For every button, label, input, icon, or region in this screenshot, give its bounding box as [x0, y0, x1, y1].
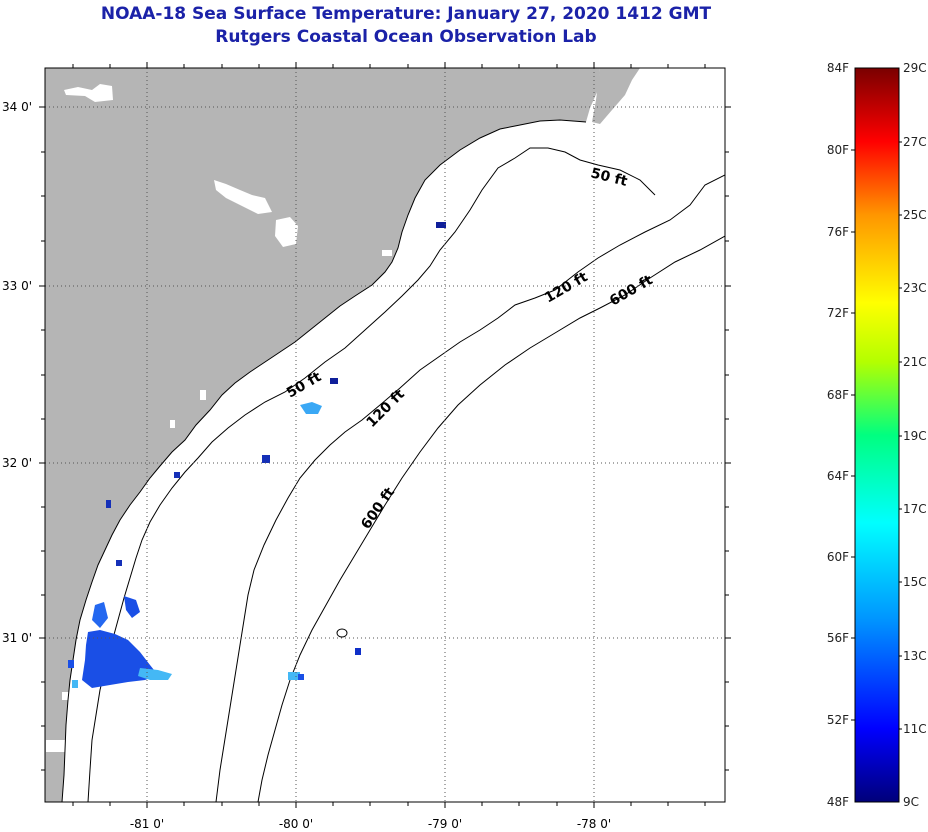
contour-120ft — [215, 174, 725, 802]
c-label-11: 11C — [903, 722, 927, 736]
f-label-64: 64F — [827, 469, 849, 483]
colorbar-ticks — [851, 141, 902, 730]
c-label-19: 19C — [903, 429, 927, 443]
c-label-21: 21C — [903, 355, 927, 369]
colorbar-c-labels: 29C 27C 25C 23C 21C 19C 17C 15C 13C 11C … — [903, 61, 927, 809]
c-label-29: 29C — [903, 61, 927, 75]
map-frame — [44, 67, 726, 803]
lon-label-78: -78 0' — [577, 817, 611, 831]
land-speckles — [46, 84, 416, 752]
gridlines — [45, 68, 725, 802]
lat-label-32: 32 0' — [2, 456, 32, 470]
c-label-9: 9C — [903, 795, 919, 809]
f-label-80: 80F — [827, 143, 849, 157]
land-cape — [592, 68, 640, 124]
c-label-25: 25C — [903, 208, 927, 222]
c-label-27: 27C — [903, 135, 927, 149]
colorbar — [854, 67, 900, 803]
f-label-72: 72F — [827, 306, 849, 320]
seamount-contour — [336, 628, 348, 638]
f-label-52: 52F — [827, 713, 849, 727]
lat-label-33: 33 0' — [2, 279, 32, 293]
lon-label-79: -79 0' — [428, 817, 462, 831]
f-label-48: 48F — [827, 795, 849, 809]
f-label-76: 76F — [827, 225, 849, 239]
c-label-13: 13C — [903, 649, 927, 663]
contour-600ft — [257, 235, 725, 802]
c-label-23: 23C — [903, 281, 927, 295]
lon-label-81: -81 0' — [130, 817, 164, 831]
f-label-60: 60F — [827, 550, 849, 564]
map-subtitle: Rutgers Coastal Ocean Observation Lab — [215, 27, 597, 47]
colorbar-f-labels: 84F 80F 76F 72F 68F 64F 60F 56F 52F 48F — [827, 61, 849, 809]
map-title: NOAA-18 Sea Surface Temperature: January… — [100, 4, 712, 24]
land-mass — [45, 68, 600, 802]
coastline — [61, 119, 587, 802]
f-label-68: 68F — [827, 388, 849, 402]
c-label-17: 17C — [903, 502, 927, 516]
f-label-56: 56F — [827, 631, 849, 645]
contour-50ft — [87, 147, 656, 802]
c-label-15: 15C — [903, 575, 927, 589]
axis-ticks — [39, 62, 731, 808]
lat-label-31: 31 0' — [2, 631, 32, 645]
lat-label-34: 34 0' — [2, 100, 32, 114]
lon-label-80: -80 0' — [279, 817, 313, 831]
f-label-84: 84F — [827, 61, 849, 75]
